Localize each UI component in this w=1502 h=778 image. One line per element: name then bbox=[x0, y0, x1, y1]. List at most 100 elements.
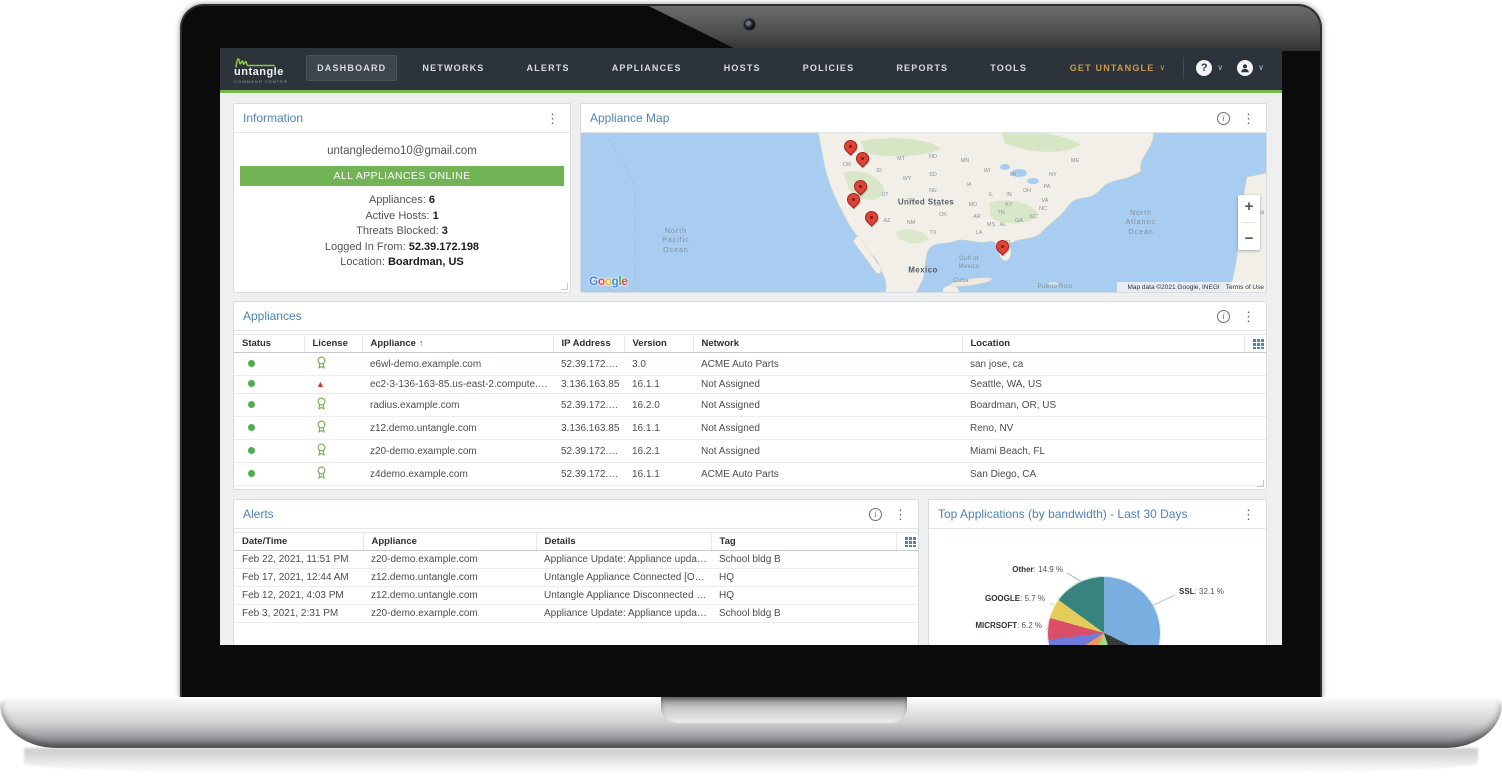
license-cell: ▲ bbox=[304, 375, 362, 394]
datetime-cell: Feb 22, 2021, 11:51 PM bbox=[234, 550, 363, 569]
column-header-tag[interactable]: Tag bbox=[710, 532, 896, 551]
pie-chart[interactable] bbox=[1047, 576, 1161, 645]
ip-cell: 52.39.172.198 bbox=[553, 393, 624, 417]
nav-menu: DASHBOARD NETWORKS ALERTS APPLIANCES HOSTS PO… bbox=[306, 48, 1048, 87]
details-cell: Appliance Update: Appliance updated f... bbox=[536, 604, 711, 623]
info-stat-line: Logged In From: 52.39.172.198 bbox=[234, 240, 570, 256]
network-cell: Not Assigned bbox=[693, 393, 962, 417]
nav-item-alerts[interactable]: ALERTS bbox=[526, 62, 570, 73]
location-cell: Boardman, OR, US bbox=[962, 393, 1244, 417]
table-row[interactable]: ▲ ec2-3-136-163-85.us-east-2.compute.amaz… bbox=[234, 375, 1266, 394]
google-logo-letter: o bbox=[604, 274, 612, 288]
kebab-menu-icon[interactable]: ⋮ bbox=[894, 506, 907, 522]
column-header-label: Tag bbox=[719, 536, 736, 547]
stat-value: 6 bbox=[428, 194, 436, 206]
status-online-icon bbox=[248, 400, 255, 408]
version-cell: 16.1.1 bbox=[624, 416, 693, 440]
kebab-menu-icon[interactable]: ⋮ bbox=[546, 110, 559, 126]
map-state-label: UT bbox=[881, 192, 889, 198]
appliance-map-header: Appliance Map i ⋮ bbox=[581, 104, 1266, 133]
nav-item-hosts[interactable]: HOSTS bbox=[723, 62, 761, 73]
map-text-label: North Pacific Ocean bbox=[662, 227, 690, 254]
nav-item-reports[interactable]: REPORTS bbox=[896, 62, 949, 73]
kebab-menu-icon[interactable]: ⋮ bbox=[1242, 308, 1255, 324]
zoom-out-button[interactable]: − bbox=[1244, 230, 1254, 247]
kebab-menu-icon[interactable]: ⋮ bbox=[1242, 110, 1255, 126]
info-icon[interactable]: i bbox=[1217, 309, 1230, 323]
column-chooser[interactable] bbox=[1243, 334, 1266, 353]
column-header-network[interactable]: Network bbox=[692, 334, 962, 353]
kebab-menu-icon[interactable]: ⋮ bbox=[1242, 506, 1255, 522]
table-row[interactable]: Feb 17, 2021, 12:44 AM z12.demo.untangle.… bbox=[234, 568, 918, 587]
ip-cell: 3.136.163.85 bbox=[553, 375, 624, 394]
zoom-in-button[interactable]: + bbox=[1244, 198, 1254, 215]
tag-cell: School bldg B bbox=[711, 550, 896, 569]
brand-tagline: COMMAND CENTER bbox=[234, 78, 289, 84]
pie-callout-ssl: SSL: 32.1 % bbox=[1179, 587, 1224, 596]
table-row[interactable]: z20-demo.example.com 52.39.172.198 16.2.1 N… bbox=[234, 439, 1266, 463]
map-text-label: Gulf of Mexico bbox=[958, 255, 980, 270]
map-text-label: Puerto Rico bbox=[1037, 283, 1073, 290]
table-row[interactable]: Feb 22, 2021, 11:51 PM z20-demo.example.c… bbox=[234, 550, 918, 569]
map-text-label: Mexico bbox=[908, 265, 938, 275]
column-header-status[interactable]: Status bbox=[234, 334, 304, 353]
table-row[interactable]: e6wl-demo.example.com 52.39.172.198 3.0 ACM… bbox=[234, 352, 1266, 376]
alerts-table-header: Date/Time Appliance Details Tag bbox=[234, 532, 918, 551]
chevron-down-icon[interactable]: ∨ bbox=[1159, 63, 1166, 72]
nav-divider bbox=[1183, 56, 1185, 79]
map-attribution: Map data ©2021 Google, INEGI Terms of Us… bbox=[1117, 282, 1266, 292]
datetime-cell: Feb 3, 2021, 2:31 PM bbox=[234, 604, 363, 623]
nav-item-tools[interactable]: TOOLS bbox=[990, 62, 1028, 73]
nav-item-networks[interactable]: NETWORKS bbox=[422, 62, 485, 73]
stat-label: Threats Blocked: bbox=[356, 225, 442, 237]
resize-handle[interactable] bbox=[1257, 480, 1264, 487]
map-state-label: IN bbox=[1006, 192, 1012, 198]
zoom-divider bbox=[1242, 222, 1256, 223]
datetime-cell: Feb 12, 2021, 4:03 PM bbox=[234, 586, 363, 605]
row-end-cell bbox=[896, 550, 918, 569]
table-row[interactable]: z12.demo.untangle.com 3.136.163.85 16.1.1 N… bbox=[234, 416, 1266, 440]
account-icon[interactable] bbox=[1237, 59, 1254, 76]
column-header-ip-address[interactable]: IP Address bbox=[552, 334, 624, 353]
terms-of-use-link[interactable]: Terms of Use bbox=[1225, 284, 1264, 291]
table-row[interactable]: z4demo.example.com 52.39.172.198 16.1.1 ACM… bbox=[234, 462, 1266, 486]
column-header-label: Date/Time bbox=[242, 536, 288, 547]
resize-handle[interactable] bbox=[561, 283, 568, 290]
brand-name: untangle bbox=[234, 65, 284, 78]
column-header-details[interactable]: Details bbox=[535, 532, 711, 551]
appliance-cell: z12.demo.untangle.com bbox=[362, 416, 553, 440]
map-state-label: IA bbox=[966, 182, 972, 188]
table-row[interactable]: Feb 3, 2021, 2:31 PM z20-demo.example.com… bbox=[234, 604, 918, 623]
column-header-version[interactable]: Version bbox=[623, 334, 693, 353]
map-state-label: ID bbox=[876, 168, 882, 174]
nav-item-dashboard[interactable]: DASHBOARD bbox=[306, 54, 398, 81]
column-header-date-time[interactable]: Date/Time bbox=[234, 532, 363, 551]
info-icon[interactable]: i bbox=[869, 507, 882, 521]
map-state-label: AR bbox=[973, 214, 981, 220]
help-icon[interactable]: ? bbox=[1196, 59, 1213, 76]
column-chooser[interactable] bbox=[895, 532, 918, 551]
google-logo-letter: e bbox=[621, 274, 628, 288]
map-state-label: TN bbox=[997, 210, 1005, 216]
info-icon[interactable]: i bbox=[1217, 111, 1230, 125]
table-row[interactable]: radius.example.com 52.39.172.198 16.2.0 Not… bbox=[234, 393, 1266, 417]
panel-title: Appliance Map bbox=[590, 111, 670, 125]
chevron-down-icon[interactable]: ∨ bbox=[1258, 63, 1264, 72]
google-logo[interactable]: Google bbox=[589, 274, 628, 288]
column-header-appliance[interactable]: Appliance bbox=[362, 532, 536, 551]
column-header-location[interactable]: Location bbox=[961, 334, 1244, 353]
columns-grid-icon[interactable] bbox=[1253, 338, 1264, 349]
get-untangle-button[interactable]: GET UNTANGLE bbox=[1069, 62, 1155, 73]
google-map[interactable]: North Pacific Ocean North Atlantic Ocean U… bbox=[581, 133, 1266, 292]
google-logo-letter: o bbox=[597, 274, 605, 288]
chevron-down-icon[interactable]: ∨ bbox=[1217, 63, 1224, 72]
license-ok-icon bbox=[317, 397, 326, 411]
untangle-logo[interactable]: untangle COMMAND CENTER bbox=[234, 54, 288, 84]
column-header-appliance[interactable]: Appliance ↑ bbox=[361, 334, 553, 353]
nav-item-policies[interactable]: POLICIES bbox=[802, 62, 855, 73]
column-header-license[interactable]: License bbox=[303, 334, 362, 353]
info-stat-line: Active Hosts: 1 bbox=[234, 209, 570, 225]
table-row[interactable]: Feb 12, 2021, 4:03 PM z12.demo.untangle.c… bbox=[234, 586, 918, 605]
columns-grid-icon[interactable] bbox=[905, 536, 916, 547]
nav-item-appliances[interactable]: APPLIANCES bbox=[611, 62, 682, 73]
